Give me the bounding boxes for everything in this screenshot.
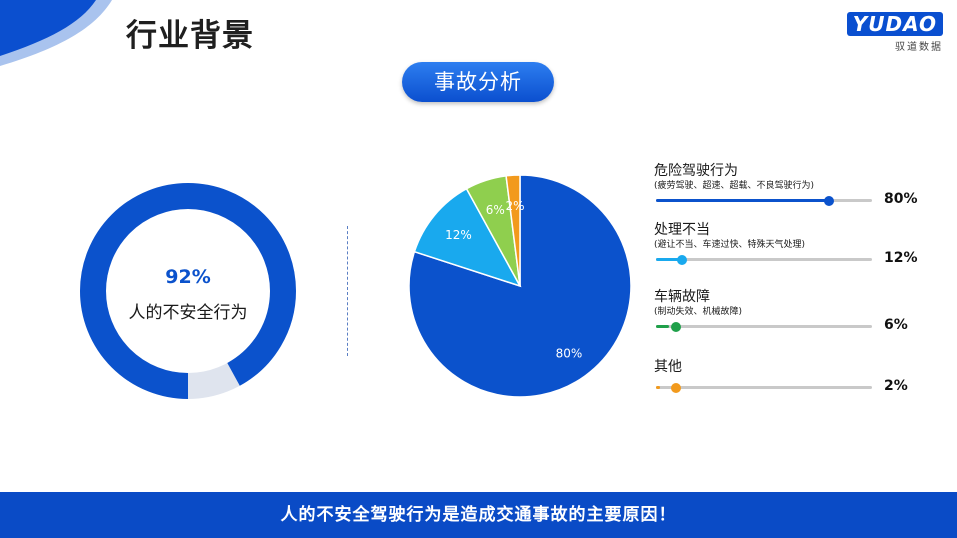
logo: YUDAO 驭道数据 xyxy=(843,12,943,53)
divider xyxy=(347,226,348,356)
legend-bar-track xyxy=(656,321,872,332)
donut-value-arc xyxy=(80,183,296,399)
legend-bar-fill xyxy=(656,325,669,328)
legend-item-other: 其他 2% xyxy=(654,359,944,394)
footer-text: 人的不安全驾驶行为是造成交通事故的主要原因！ xyxy=(280,505,677,525)
logo-subtitle: 驭道数据 xyxy=(895,42,943,53)
pie-slice-label: 2% xyxy=(505,199,524,213)
legend-name: 危险驾驶行为 xyxy=(654,163,738,179)
pie-slice xyxy=(413,187,522,288)
legend-bar-fill xyxy=(656,386,661,389)
pie-slice xyxy=(505,174,521,287)
legend-value: 80% xyxy=(884,191,918,207)
pie-slice-label: 80% xyxy=(556,346,583,360)
corner-decoration xyxy=(0,0,112,66)
legend-bar-dot xyxy=(676,254,687,265)
legend-bar-dot xyxy=(823,195,834,206)
logo-mark: YUDAO xyxy=(846,12,943,36)
donut-chart xyxy=(80,183,296,399)
pie-slice-label: 12% xyxy=(445,228,472,242)
legend-name: 车辆故障 xyxy=(654,289,710,305)
pie-slice-label: 6% xyxy=(486,203,505,217)
legend-desc: (避让不当、车速过快、特殊天气处理) xyxy=(654,240,806,250)
legend-bar-track xyxy=(656,254,872,265)
legend-bar-track xyxy=(656,195,872,206)
section-badge: 事故分析 xyxy=(402,62,554,102)
pie-chart: 80% 12% 6% 2% xyxy=(408,174,632,398)
legend-desc: (制动失效、机械故障) xyxy=(654,307,743,317)
legend-bar-track xyxy=(656,382,872,393)
legend-desc: (疲劳驾驶、超速、超载、不良驾驶行为) xyxy=(654,181,815,191)
legend-value: 6% xyxy=(884,317,908,333)
legend-item-vehicle-failure: 车辆故障 (制动失效、机械故障) 6% xyxy=(654,289,944,333)
legend-value: 12% xyxy=(884,250,918,266)
legend-bar-fill xyxy=(656,199,829,202)
legend-item-improper-handling: 处理不当 (避让不当、车速过快、特殊天气处理) 12% xyxy=(654,222,944,266)
legend-value: 2% xyxy=(884,378,908,394)
footer-banner: 人的不安全驾驶行为是造成交通事故的主要原因！ xyxy=(0,492,957,538)
legend-name: 其他 xyxy=(654,359,682,375)
legend-bar-fill xyxy=(656,258,682,261)
donut-label: 人的不安全行为 xyxy=(128,303,248,323)
legend-item-dangerous-driving: 危险驾驶行为 (疲劳驾驶、超速、超载、不良驾驶行为) 80% xyxy=(654,163,944,207)
legend-name: 处理不当 xyxy=(654,222,710,238)
donut-percent: 92% xyxy=(165,266,211,288)
legend-bar-dot xyxy=(671,321,681,332)
legend-bar-dot xyxy=(671,382,681,393)
page-title: 行业背景 xyxy=(126,18,254,54)
